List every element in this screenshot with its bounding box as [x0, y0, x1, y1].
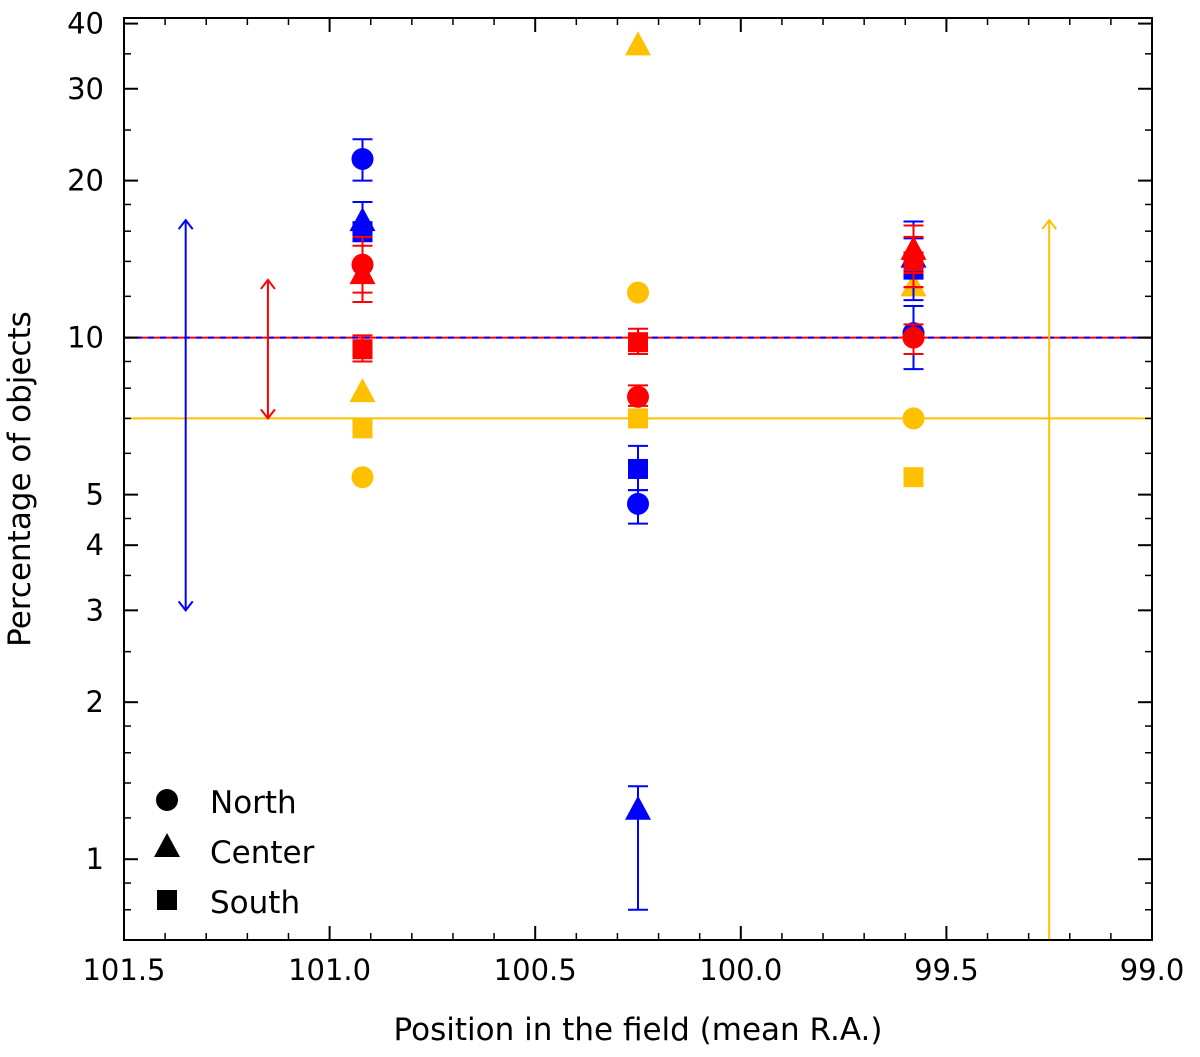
data-point — [352, 418, 373, 439]
marker-square — [628, 458, 648, 479]
data-point — [627, 384, 649, 408]
legend-label: Center — [210, 835, 315, 871]
marker-triangle — [349, 378, 376, 403]
range-arrows-layer — [177, 218, 1057, 940]
marker-circle — [627, 492, 649, 515]
legend-circle-icon — [156, 789, 178, 811]
legend-entry-center: Center — [154, 833, 315, 871]
x-tick-label: 99.0 — [1120, 953, 1185, 987]
marker-triangle — [349, 260, 376, 285]
y-axis-title: Percentage of objects — [2, 311, 38, 647]
legend-label: North — [210, 785, 297, 821]
plot-frame — [123, 17, 1153, 941]
data-point — [628, 408, 648, 429]
data-point — [627, 489, 649, 525]
x-tick-label: 101.0 — [288, 953, 371, 987]
marker-circle — [902, 407, 925, 430]
x-tick-label: 100.5 — [494, 953, 577, 987]
marker-square — [352, 339, 373, 360]
data-points-layer — [349, 31, 927, 911]
range-arrow-yellow — [1041, 218, 1057, 940]
y-tick-label: 40 — [67, 7, 104, 41]
data-point — [351, 138, 374, 182]
range-arrow-red — [260, 278, 276, 421]
marker-square — [903, 467, 924, 488]
legend-entry-north: North — [156, 785, 297, 821]
axes-layer: 101.5 101.0 100.5 100.0 99.5 99.0 1 2 3 4 5 10 20 30 4… — [67, 7, 1184, 987]
marker-circle — [351, 148, 374, 171]
legend-square-icon — [157, 890, 177, 910]
data-point — [628, 444, 648, 492]
data-point — [627, 281, 649, 304]
legend: North Center South — [154, 785, 315, 921]
legend-triangle-icon — [154, 833, 180, 858]
marker-circle — [351, 466, 374, 489]
data-point — [625, 31, 651, 56]
range-arrow-head-down — [177, 600, 194, 612]
data-point — [903, 235, 924, 289]
data-point — [349, 244, 376, 304]
marker-square — [903, 251, 924, 272]
range-arrow-head-up — [1041, 218, 1057, 230]
marker-triangle — [625, 795, 651, 820]
y-tick-label: 20 — [67, 164, 104, 198]
marker-circle — [902, 326, 925, 349]
series-yellow — [349, 31, 927, 489]
range-arrow-head-up — [177, 218, 194, 230]
range-arrow-head-up — [260, 278, 276, 290]
y-tick-label: 4 — [86, 528, 104, 562]
marker-square — [628, 408, 648, 429]
range-arrow-head-down — [260, 408, 276, 421]
range-arrow-blue — [177, 218, 194, 612]
marker-square — [352, 418, 373, 439]
x-tick-label: 100.0 — [699, 953, 782, 987]
data-point — [352, 334, 373, 363]
legend-label: South — [210, 885, 300, 921]
x-tick-label: 101.5 — [82, 953, 165, 987]
y-tick-label: 5 — [86, 478, 104, 512]
data-point — [628, 327, 648, 356]
series-blue — [349, 138, 927, 911]
y-tick-label: 2 — [86, 685, 104, 719]
y-tick-label: 1 — [86, 842, 104, 876]
marker-square — [628, 332, 648, 353]
y-tick-label: 10 — [67, 321, 104, 355]
data-point — [625, 785, 651, 911]
y-tick-label: 3 — [86, 593, 104, 627]
series-red — [349, 224, 927, 408]
y-tick-label: 30 — [67, 72, 104, 106]
marker-triangle — [625, 31, 651, 56]
data-point — [351, 466, 374, 489]
data-point — [902, 323, 925, 356]
data-point — [902, 407, 925, 430]
x-axis-title: Position in the field (mean R.A.) — [394, 1012, 883, 1048]
marker-circle — [627, 385, 649, 408]
legend-entry-south: South — [157, 885, 300, 921]
marker-circle — [627, 281, 649, 304]
data-point — [349, 378, 376, 403]
data-point — [903, 467, 924, 488]
x-tick-label: 99.5 — [914, 953, 979, 987]
